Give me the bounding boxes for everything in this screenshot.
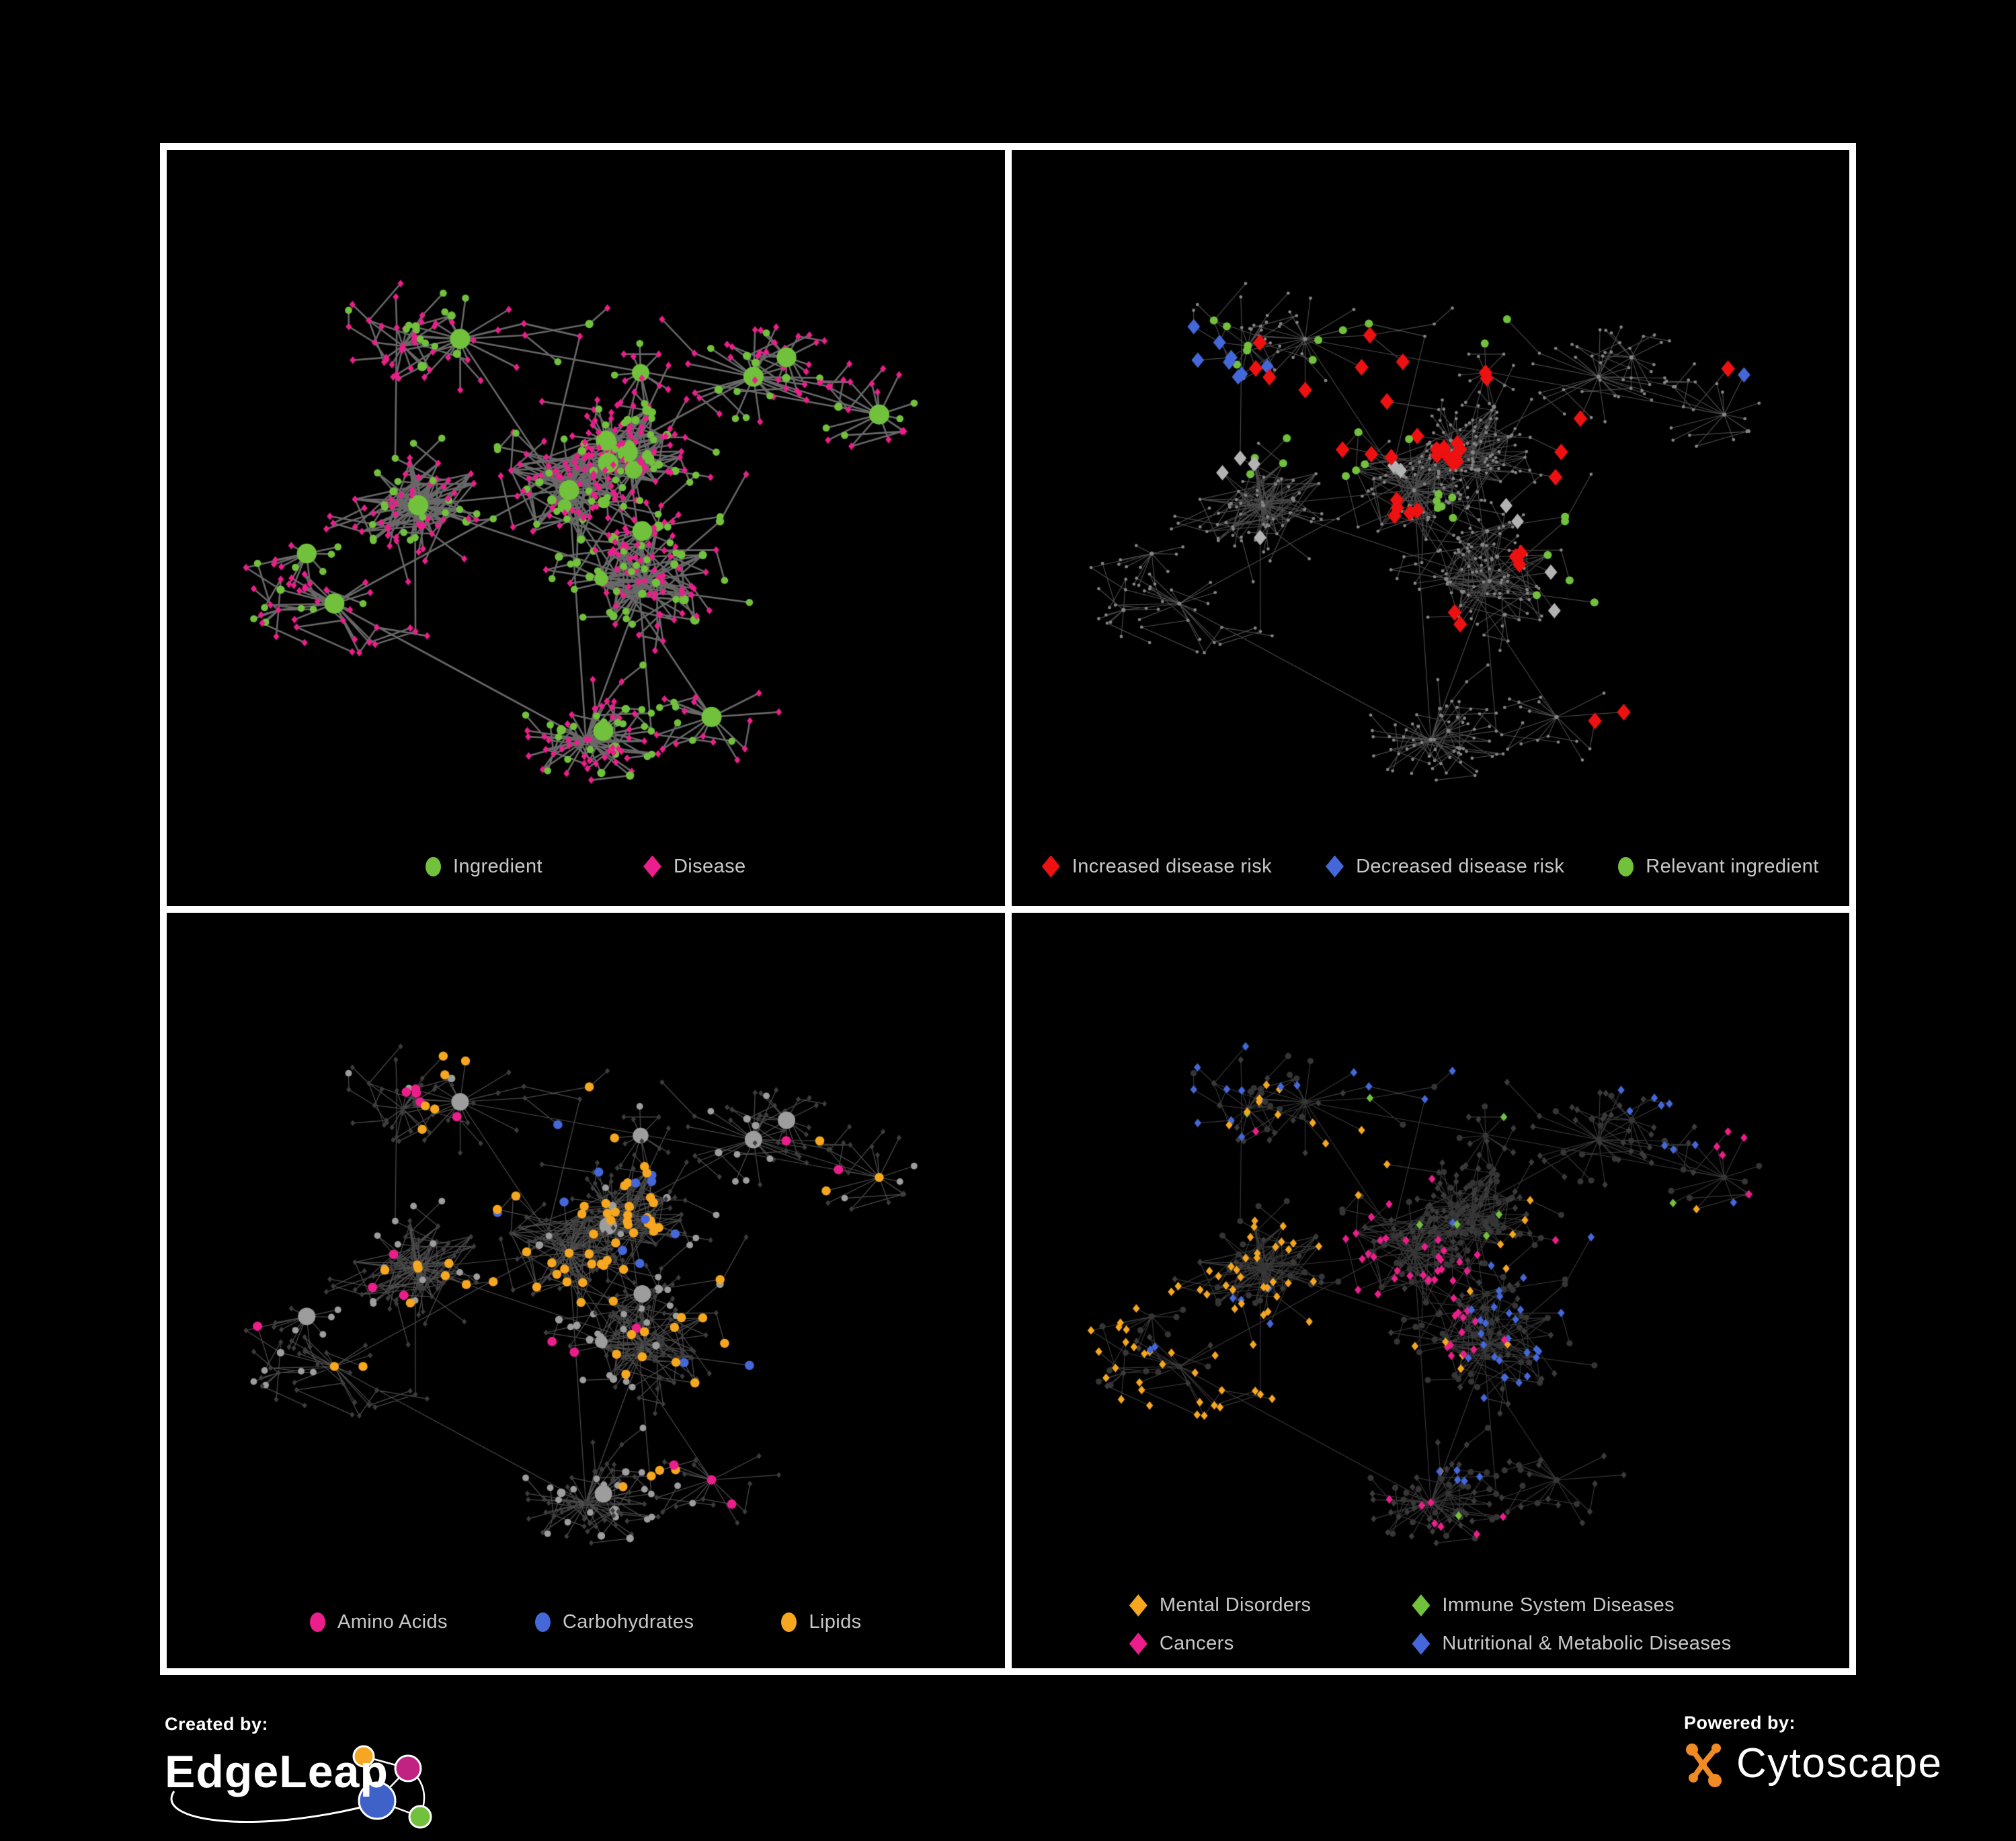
diamond-icon (1412, 1594, 1430, 1617)
legend-disease-classes: Mental Disorders Immune System Diseases … (1012, 1594, 1850, 1655)
panel-ingredient-disease: Ingredient Disease (167, 150, 1005, 906)
diamond-icon (643, 855, 661, 878)
legend-label: Relevant ingredient (1646, 855, 1819, 877)
legend-label: Disease (673, 855, 746, 877)
legend-label: Lipids (809, 1611, 862, 1633)
powered-by-label: Powered by: (1684, 1713, 1796, 1733)
legend-label: Mental Disorders (1159, 1594, 1312, 1616)
legend-item-increased-risk: Increased disease risk (1041, 855, 1273, 878)
legend-nutrient-classes: Amino Acids Carbohydrates Lipids (167, 1611, 1005, 1633)
edgeleap-brand-text: EdgeLeap (165, 1746, 389, 1797)
created-by-block: Created by: EdgeLeap (165, 1714, 460, 1840)
legend-ingredient-disease: Ingredient Disease (167, 855, 1005, 878)
legend-item-nutritional-metabolic-diseases: Nutritional & Metabolic Diseases (1412, 1633, 1731, 1655)
legend-item-ingredient: Ingredient (425, 855, 542, 878)
diamond-icon (1326, 855, 1344, 878)
legend-disease-risk: Increased disease risk Decreased disease… (1012, 855, 1850, 878)
diamond-icon (1412, 1633, 1430, 1655)
legend-label: Amino Acids (337, 1611, 448, 1633)
legend-item-decreased-risk: Decreased disease risk (1326, 855, 1565, 878)
diamond-icon (1129, 1633, 1147, 1655)
network-canvas-ingredient-disease (167, 150, 1005, 906)
legend-item-carbohydrates: Carbohydrates (534, 1611, 694, 1633)
circle-icon (781, 1612, 797, 1632)
circle-icon (534, 1612, 551, 1632)
created-by-label: Created by: (165, 1714, 269, 1734)
legend-item-mental-disorders: Mental Disorders (1129, 1594, 1312, 1617)
cytoscape-brand-text: Cytoscape (1736, 1740, 1943, 1787)
panel-disease-risk: Increased disease risk Decreased disease… (1011, 150, 1850, 906)
diamond-icon (1041, 855, 1060, 878)
cytoscape-logo-icon (1686, 1744, 1722, 1787)
circle-icon (1618, 856, 1634, 876)
diamond-icon (1129, 1594, 1147, 1617)
legend-item-relevant-ingredient: Relevant ingredient (1618, 856, 1818, 878)
network-canvas-disease-risk (1011, 150, 1849, 906)
legend-label: Cancers (1159, 1633, 1234, 1654)
edgeleap-logo-icon (170, 1745, 432, 1829)
cytoscape-logo: Cytoscape (1684, 1739, 1942, 1787)
legend-label: Immune System Diseases (1442, 1594, 1675, 1616)
network-canvas-nutrient-classes (167, 912, 1005, 1668)
panel-disease-classes: Mental Disorders Immune System Diseases … (1011, 912, 1850, 1668)
legend-label: Carbohydrates (562, 1611, 694, 1633)
legend-item-lipids: Lipids (781, 1611, 861, 1633)
network-canvas-disease-classes (1011, 912, 1849, 1668)
legend-item-disease: Disease (643, 855, 746, 878)
legend-label: Decreased disease risk (1356, 855, 1565, 877)
panel-nutrient-classes: Amino Acids Carbohydrates Lipids (167, 912, 1005, 1668)
edgeleap-logo: EdgeLeap (165, 1739, 460, 1840)
legend-item-amino-acids: Amino Acids (309, 1611, 448, 1633)
legend-label: Ingredient (452, 855, 542, 877)
powered-by-block: Powered by: Cytoscape (1684, 1713, 1942, 1787)
legend-item-cancers: Cancers (1129, 1633, 1312, 1655)
circle-icon (425, 856, 441, 876)
panel-grid: Ingredient Disease Increased disease ris… (160, 143, 1856, 1675)
circle-icon (309, 1612, 325, 1632)
legend-label: Increased disease risk (1072, 855, 1273, 877)
legend-item-immune-diseases: Immune System Diseases (1412, 1594, 1731, 1617)
legend-label: Nutritional & Metabolic Diseases (1442, 1633, 1732, 1654)
